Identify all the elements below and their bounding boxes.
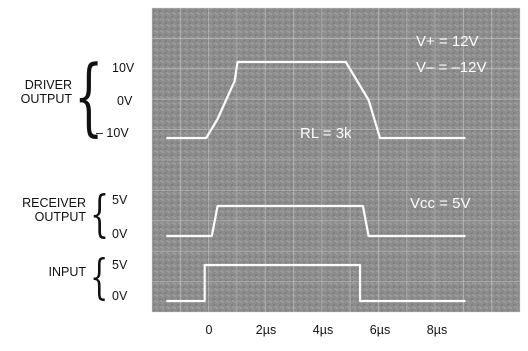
annotation-0: V+ = 12V [416, 33, 479, 50]
receiver-label-line-2: OUTPUT [34, 210, 86, 224]
traces [166, 60, 466, 303]
receiver-ytick-0: 0V [112, 227, 128, 241]
receiver-brace: { [90, 185, 110, 243]
xtick-0: 0 [205, 323, 213, 337]
input-label: INPUT [38, 265, 87, 279]
xtick-6us: 6µs [369, 323, 391, 337]
annotations: V+ = 12V V– = –12V RL = 3k Vcc = 5V [300, 33, 486, 212]
trace-input [166, 263, 466, 303]
xtick-2us: 2µs [255, 323, 277, 337]
annotation-1: V– = –12V [416, 59, 486, 76]
driver-output-label: DRIVER OUTPUT [6, 78, 72, 106]
xtick-4us: 4µs [312, 323, 334, 337]
driver-label-line-1: DRIVER [24, 78, 72, 92]
receiver-label-line-1: RECEIVER [22, 196, 86, 210]
driver-ytick-10: 10V [112, 61, 135, 75]
driver-ytick-neg10: – 10V [96, 126, 129, 140]
trace-receiver [166, 204, 466, 238]
input-ytick-0: 0V [112, 289, 128, 303]
trace-driver [166, 60, 466, 140]
input-label-line-1: INPUT [48, 265, 87, 279]
oscilloscope-plot: V+ = 12V V– = –12V RL = 3k Vcc = 5V [151, 7, 521, 313]
graticule [151, 7, 521, 313]
input-ytick-5: 5V [112, 258, 128, 272]
driver-ytick-0: 0V [117, 94, 133, 108]
input-brace: { [90, 249, 109, 305]
xtick-8us: 8µs [426, 323, 448, 337]
annotation-2: RL = 3k [300, 125, 352, 142]
driver-brace: { [74, 47, 104, 145]
annotation-3: Vcc = 5V [410, 195, 470, 212]
driver-label-line-2: OUTPUT [20, 92, 72, 106]
receiver-ytick-5: 5V [112, 193, 128, 207]
receiver-output-label: RECEIVER OUTPUT [4, 196, 86, 224]
